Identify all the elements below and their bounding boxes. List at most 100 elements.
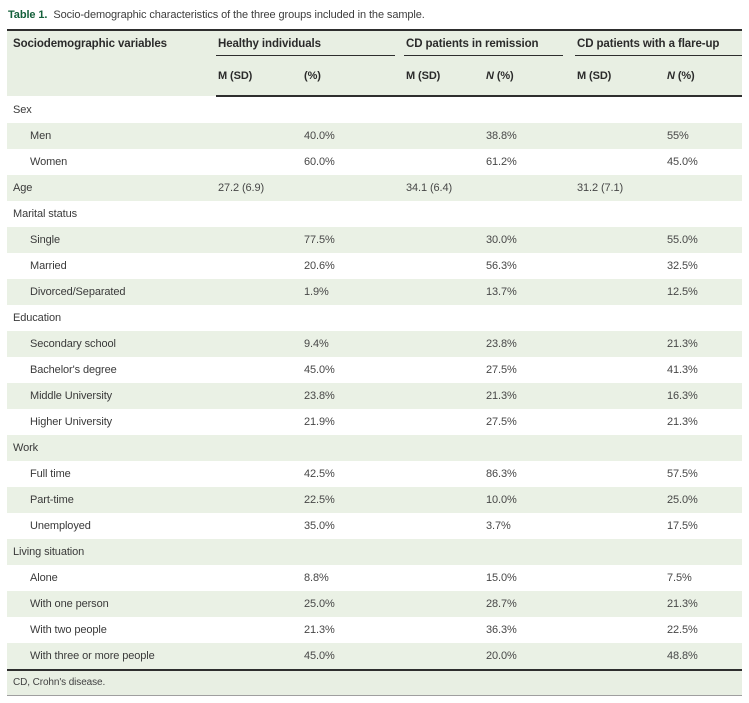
cell-value: 38.8%	[484, 123, 575, 149]
row-label: Unemployed	[30, 520, 91, 532]
cell-value: 27.5%	[486, 416, 517, 428]
cell-value: 45.0%	[304, 364, 335, 376]
cell-value	[302, 305, 404, 331]
cell-value	[216, 305, 302, 331]
cell-value	[665, 96, 742, 123]
cell-value	[404, 565, 484, 591]
cell-value	[404, 591, 484, 617]
cell-value: 1.9%	[302, 279, 404, 305]
cell-value	[302, 96, 404, 123]
cell-value	[575, 279, 665, 305]
cell-value	[665, 435, 742, 461]
cell-value: 61.2%	[486, 156, 517, 168]
cell-value: 56.3%	[486, 260, 517, 272]
cell-value: 21.3%	[304, 624, 335, 636]
table-row: Married 20.6% 56.3% 32.5%	[7, 253, 742, 279]
cell-value: 32.5%	[667, 260, 698, 272]
section-row: Work	[7, 435, 742, 461]
cell-value	[484, 539, 575, 565]
cell-value	[575, 617, 665, 643]
row-label: Bachelor's degree	[30, 364, 117, 376]
cell-value: 8.8%	[304, 572, 329, 584]
row-label: Sex	[13, 103, 32, 116]
cell-value	[484, 305, 575, 331]
cell-value	[216, 123, 302, 149]
cell-value	[665, 305, 742, 331]
section-row: Age 27.2 (6.9) 34.1 (6.4) 31.2 (7.1)	[7, 175, 742, 201]
row-label: Alone	[30, 572, 58, 584]
cell-value	[484, 201, 575, 227]
table-body: Sex Men 40.0% 38.8% 55% Women 60.0% 61.2% 45.0% A…	[7, 96, 742, 670]
row-label: Marital status	[13, 208, 78, 220]
cell-value: 36.3%	[486, 624, 517, 636]
cell-value	[575, 383, 665, 409]
cell-value	[575, 227, 665, 253]
subcolumn-header: M (SD)	[575, 64, 665, 97]
cell-value: 21.3%	[667, 416, 698, 428]
cell-value	[216, 565, 302, 591]
group-header: Healthy individuals	[216, 30, 404, 64]
cell-value: 35.0%	[304, 520, 335, 532]
cell-value	[404, 513, 484, 539]
cell-value	[665, 539, 742, 565]
cell-value	[575, 591, 665, 617]
cell-value	[216, 201, 302, 227]
cell-value: 25.0%	[302, 591, 404, 617]
cell-value: 86.3%	[486, 468, 517, 480]
cell-value: 12.5%	[665, 279, 742, 305]
table-row: Part-time 22.5% 10.0% 25.0%	[7, 487, 742, 513]
cell-value	[216, 461, 302, 487]
section-row: Living situation	[7, 539, 742, 565]
cell-value: 25.0%	[665, 487, 742, 513]
cell-value: 17.5%	[667, 520, 698, 532]
cell-value	[575, 643, 665, 670]
cell-value	[575, 123, 665, 149]
row-label: With one person	[7, 591, 216, 617]
section-row: Marital status	[7, 201, 742, 227]
cell-value	[404, 487, 484, 513]
cell-value	[216, 227, 302, 253]
group-header: CD patients in remission	[404, 30, 575, 64]
cell-value	[575, 435, 665, 461]
cell-value	[216, 357, 302, 383]
subcolumn-header: (%)	[302, 64, 404, 97]
cell-value: 55.0%	[665, 227, 742, 253]
cell-value: 20.0%	[484, 643, 575, 670]
cell-value: 13.7%	[484, 279, 575, 305]
row-label: Women	[30, 156, 68, 168]
cell-value: 21.3%	[665, 331, 742, 357]
cell-value	[665, 201, 742, 227]
table-row: Higher University 21.9% 27.5% 21.3%	[7, 409, 742, 435]
cell-value	[216, 539, 302, 565]
cell-value: 21.9%	[304, 416, 335, 428]
row-label: Education	[13, 312, 62, 324]
cell-value: 21.3%	[665, 591, 742, 617]
cell-value	[575, 96, 665, 123]
cell-value	[575, 513, 665, 539]
row-label: With three or more people	[7, 643, 216, 670]
cell-value	[404, 461, 484, 487]
cell-value	[404, 409, 484, 435]
cell-value: 16.3%	[665, 383, 742, 409]
subcolumn-header: M (SD)	[404, 64, 484, 97]
subcolumn-header: M (SD)	[216, 64, 302, 97]
subheader-row: M (SD) (%) M (SD) N (%) M (SD) N (%)	[7, 64, 742, 97]
cell-value: 55%	[665, 123, 742, 149]
cell-value	[484, 175, 575, 201]
cell-value	[484, 96, 575, 123]
cell-value: 77.5%	[302, 227, 404, 253]
cell-value: 34.1 (6.4)	[404, 175, 484, 201]
cell-value	[216, 487, 302, 513]
cell-value	[216, 253, 302, 279]
row-label: Men	[7, 123, 216, 149]
cell-value	[575, 487, 665, 513]
cell-value	[216, 591, 302, 617]
cell-value	[404, 279, 484, 305]
table-row: Divorced/Separated 1.9% 13.7% 12.5%	[7, 279, 742, 305]
cell-value	[404, 305, 484, 331]
table-row: Secondary school 9.4% 23.8% 21.3%	[7, 331, 742, 357]
cell-value: 22.5%	[302, 487, 404, 513]
cell-value	[216, 643, 302, 670]
row-label: Higher University	[30, 416, 113, 428]
cell-value: 42.5%	[304, 468, 335, 480]
